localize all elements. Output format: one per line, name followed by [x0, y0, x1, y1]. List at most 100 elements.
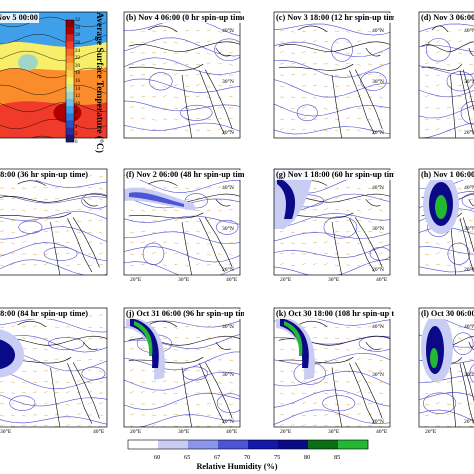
map-frame: [0, 168, 108, 276]
lat-label: 30°N: [372, 79, 384, 85]
coastline: [278, 320, 390, 427]
map-frame: [418, 168, 474, 276]
lat-label: 20°N: [372, 130, 384, 136]
rh-tick: 65: [184, 454, 191, 461]
lat-label: 40°N: [464, 185, 474, 191]
lat-label: 30°N: [222, 79, 234, 85]
rh-tick: 67: [214, 454, 221, 461]
temperature-tick: 4: [75, 124, 78, 130]
temperature-tick: 8: [75, 109, 78, 115]
map-canvas: [123, 168, 241, 276]
coastline: [278, 180, 390, 275]
lat-label: 40°N: [222, 185, 234, 191]
lat-label: 40°N: [372, 28, 384, 34]
temperature-tick: 24: [75, 48, 80, 54]
lat-label: 30°N: [372, 226, 384, 232]
map-panel-e: 18:00 (36 hr spin-up time): [0, 157, 111, 287]
coastline: [278, 25, 390, 138]
panel-title: (f) Nov 2 06:00 (48 hr spin-up time): [125, 170, 244, 180]
temperature-tick: 26: [75, 40, 80, 46]
lon-label: 20°E: [425, 429, 437, 435]
map-panel-j: (j) Oct 31 06:00 (96 hr spin-up time) 40°…: [112, 296, 244, 439]
panel-title: (k) Oct 30 18:00 (108 hr spin-up time): [275, 309, 394, 319]
coastline: [0, 180, 107, 275]
map-panel-k: (k) Oct 30 18:00 (108 hr spin-up time) 40…: [262, 296, 394, 439]
contour-lines: [124, 18, 240, 132]
lat-label: 20°N: [372, 267, 384, 273]
wind-vectors: [129, 18, 234, 132]
map-frame: [273, 168, 391, 276]
rh-colorbar-swatch: [278, 440, 309, 449]
map-panel-f: (f) Nov 2 06:00 (48 hr spin-up time) 40°N…: [112, 157, 244, 287]
contour-lines: [274, 23, 390, 135]
temperature-tick: 30: [75, 25, 80, 31]
lat-label: 20°N: [464, 130, 474, 136]
coastline: [421, 25, 474, 138]
humidity-plume: [124, 187, 196, 211]
lon-label: 20°E: [130, 277, 142, 283]
temperature-tick: 16: [75, 79, 80, 84]
temperature-tick: 28: [75, 33, 80, 39]
map-frame: [123, 307, 241, 428]
lon-label: 30°E: [178, 429, 190, 435]
map-canvas: [418, 307, 474, 428]
map-canvas: [123, 307, 241, 428]
lat-label: 40°N: [222, 28, 234, 34]
map-frame: [0, 307, 108, 428]
lon-label: 30°E: [328, 277, 340, 283]
map-panel-i: 18:00 (84 hr spin-up time) 30°E 40°E: [0, 296, 111, 439]
panel-title: (g) Nov 1 18:00 (60 hr spin-up time): [275, 170, 394, 180]
temperature-tick: 6: [75, 117, 78, 123]
map-canvas: [123, 11, 241, 139]
temperature-tick: 14: [75, 86, 80, 92]
rh-tick: 80: [304, 454, 311, 461]
temperature-tick: 10: [75, 101, 80, 107]
map-panel-b: (b) Nov 4 06:00 (0 hr spin-up time) 40°N 3…: [112, 0, 244, 150]
map-panel-c: (c) Nov 3 18:00 (12 hr spin-up time) 40°N…: [262, 0, 394, 150]
temperature-tick: 20: [75, 63, 80, 69]
panel-title: (c) Nov 3 18:00 (12 hr spin-up time): [275, 13, 394, 23]
lat-label: 40°N: [464, 324, 474, 330]
lon-label: 40°E: [226, 277, 238, 283]
map-canvas: [273, 11, 391, 139]
temperature-tick: 2: [75, 132, 78, 138]
rh-colorbar-swatch: [218, 440, 249, 449]
lat-label: 40°N: [372, 185, 384, 191]
panel-title: (b) Nov 4 06:00 (0 hr spin-up time): [125, 13, 244, 23]
humidity-plume: [423, 174, 459, 234]
wind-vectors: [424, 18, 474, 132]
panel-title: 18:00 (36 hr spin-up time): [0, 170, 90, 180]
rh-colorbar-swatch: [248, 440, 279, 449]
map-canvas: [418, 168, 474, 276]
map-panel-g: (g) Nov 1 18:00 (60 hr spin-up time) 40°N…: [262, 157, 394, 287]
temperature-tick: 22: [75, 56, 80, 62]
rh-colorbar-swatch: [158, 440, 189, 449]
temperature-tick: 18: [75, 71, 80, 77]
lon-label: 40°E: [376, 277, 388, 283]
lat-label: 30°N: [464, 371, 474, 378]
lon-label: 40°E: [376, 429, 388, 435]
lon-label: 20°E: [280, 429, 292, 435]
coastline: [128, 25, 240, 138]
panel-title: (l) Oct 30 06:00: [420, 309, 474, 319]
lat-label: 30°N: [222, 371, 234, 378]
map-frame: [123, 11, 241, 139]
rh-tick: 70: [244, 454, 251, 461]
map-canvas: [0, 307, 108, 428]
lon-label: 40°E: [93, 429, 105, 435]
wind-vectors: [279, 17, 384, 132]
map-frame: [273, 307, 391, 428]
rh-colorbar-swatch: [308, 440, 339, 449]
map-frame: [0, 11, 108, 139]
lat-label: 40°N: [222, 324, 234, 330]
lon-label: 20°E: [130, 429, 142, 435]
panel-title: (j) Oct 31 06:00 (96 hr spin-up time): [125, 309, 244, 319]
lat-label: 20°N: [372, 419, 384, 425]
panel-title: 18:00 (84 hr spin-up time): [0, 309, 90, 319]
rh-colorbar-swatch: [128, 440, 159, 449]
panel-title: (h) Nov 1 06:00: [420, 170, 474, 180]
rh-tick: 85: [334, 454, 341, 461]
rh-colorbar-swatch: [188, 440, 219, 449]
lat-label: 40°N: [372, 324, 384, 330]
lat-label: 30°N: [222, 226, 234, 232]
